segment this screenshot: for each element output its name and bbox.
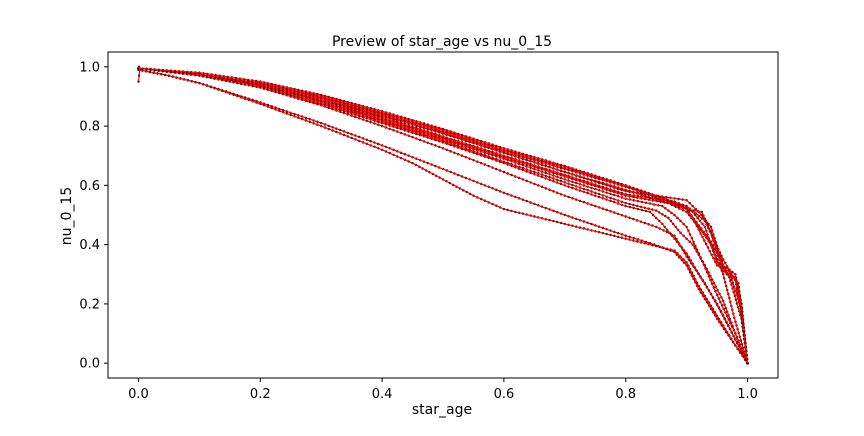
- y-axis-ticks: 0.0 0.2 0.4 0.6 0.8 1.0: [79, 60, 108, 372]
- series-8-markers: [137, 67, 749, 365]
- x-tick-label: 0.4: [372, 387, 393, 402]
- series-1-markers: [137, 68, 749, 365]
- series-7: [137, 67, 749, 365]
- series-5-line: [138, 67, 749, 364]
- series-13-line: [137, 64, 141, 82]
- x-tick-label: 0.8: [615, 387, 636, 402]
- series-4-line: [138, 67, 749, 364]
- series-9: [137, 67, 749, 365]
- series-0-line: [138, 69, 748, 364]
- series-12-markers: [137, 67, 749, 365]
- x-axis-label: star_age: [412, 402, 472, 418]
- series-13: [137, 64, 141, 83]
- x-axis-ticks: 0.0 0.2 0.4 0.6 0.8 1.0: [128, 378, 758, 402]
- y-tick-label: 0.4: [79, 238, 100, 253]
- x-tick-label: 0.2: [250, 387, 271, 402]
- y-tick-label: 0.6: [79, 179, 100, 194]
- series-5-markers: [137, 67, 749, 365]
- y-tick-label: 0.0: [79, 357, 100, 372]
- series-3: [137, 67, 749, 365]
- x-tick-label: 0.0: [128, 387, 149, 402]
- series-0-markers: [137, 68, 749, 365]
- series-0: [137, 68, 749, 365]
- series-11-markers: [137, 67, 749, 365]
- x-tick-label: 0.6: [494, 387, 515, 402]
- series-11: [137, 67, 749, 365]
- chart-title: Preview of star_age vs nu_0_15: [332, 34, 552, 50]
- series-2: [137, 67, 749, 365]
- series-3-markers: [137, 67, 749, 365]
- series-6-markers: [137, 67, 749, 365]
- series-9-markers: [137, 67, 749, 365]
- series-5: [137, 67, 749, 365]
- series-9-line: [138, 67, 749, 364]
- plot-area: [137, 64, 749, 365]
- series-12-line: [138, 67, 749, 364]
- y-axis-label: nu_0_15: [59, 187, 75, 245]
- axes-frame: [107, 51, 779, 379]
- series-8: [137, 67, 749, 365]
- series-4: [137, 67, 749, 365]
- y-tick-label: 1.0: [79, 60, 100, 75]
- series-2-line: [138, 67, 749, 364]
- series-10: [137, 67, 749, 365]
- series-8-line: [138, 67, 749, 364]
- series-12: [137, 67, 749, 365]
- y-tick-label: 0.2: [79, 297, 100, 312]
- series-11-line: [138, 67, 749, 364]
- series-7-line: [138, 67, 749, 364]
- series-7-markers: [137, 67, 749, 365]
- series-3-line: [138, 67, 749, 364]
- series-1-line: [138, 69, 748, 364]
- series-10-markers: [137, 67, 749, 365]
- series-6-line: [138, 67, 749, 364]
- series-2-markers: [137, 67, 749, 365]
- series-1: [137, 68, 749, 365]
- series-10-line: [138, 67, 749, 364]
- series-6: [137, 67, 749, 365]
- x-tick-label: 1.0: [737, 387, 758, 402]
- series-4-markers: [137, 67, 749, 365]
- y-tick-label: 0.8: [79, 120, 100, 135]
